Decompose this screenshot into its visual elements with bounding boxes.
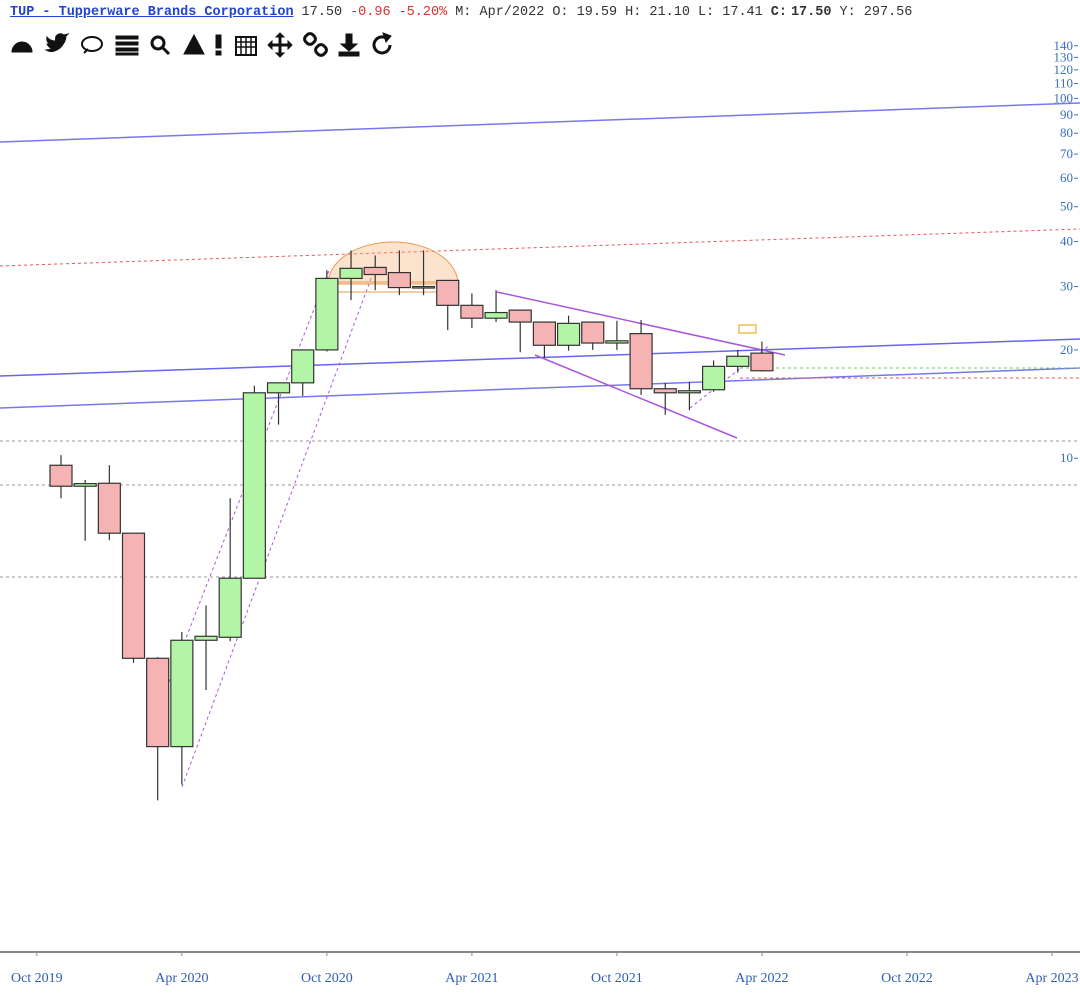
trendline — [0, 102, 1080, 143]
triangle-icon[interactable] — [183, 33, 205, 55]
candle-body — [121, 532, 146, 659]
calendar-icon[interactable] — [235, 36, 257, 56]
period: M: Apr/2022 — [455, 5, 545, 20]
quote-header: TUP - Tupperware Brands Corporation 17.50… — [10, 5, 920, 20]
x-tick-label: Oct 2021 — [591, 971, 643, 986]
symbol-link[interactable]: TUP - Tupperware Brands Corporation — [10, 5, 294, 20]
marker-box — [738, 324, 757, 334]
candle-body — [218, 577, 242, 638]
x-tick-label: Oct 2020 — [301, 971, 353, 986]
list-icon[interactable] — [115, 35, 139, 56]
x-tick-label: Oct 2022 — [881, 971, 933, 986]
y-tick-label: 90 — [1060, 107, 1073, 122]
x-tick-label: Apr 2022 — [735, 971, 788, 986]
alert-icon[interactable] — [215, 34, 222, 56]
close: 17.50 — [790, 5, 832, 20]
channel-line — [181, 275, 373, 788]
candle-body — [363, 266, 387, 276]
candle-body — [411, 285, 436, 289]
candle-body — [73, 483, 97, 487]
candle-body — [532, 321, 557, 346]
candle-body — [315, 277, 339, 351]
trendline — [0, 228, 1080, 267]
y-tick-label: 60 — [1060, 170, 1073, 185]
wedge-line — [534, 354, 738, 439]
y-tick-label: 140 — [1054, 38, 1074, 53]
y-tick-label: 70 — [1060, 146, 1073, 161]
last-price: 17.50 — [301, 5, 343, 20]
close-label: C: — [770, 5, 787, 20]
candle-body — [677, 390, 702, 394]
open: O: 19.59 — [552, 5, 618, 20]
change-pct: -5.20% — [398, 5, 448, 20]
low: L: 17.41 — [697, 5, 763, 20]
candle-body — [653, 388, 677, 394]
toolbar — [11, 32, 392, 58]
candle-body — [146, 657, 170, 748]
y-tick-label: 20 — [1060, 342, 1073, 357]
high: H: 21.10 — [625, 5, 690, 20]
x-tick-label: Apr 2021 — [445, 971, 498, 986]
y-tick-label: 130 — [1054, 49, 1074, 64]
x-tick-label: Oct 2019 — [11, 971, 63, 986]
twitter-icon[interactable] — [44, 33, 70, 53]
candle-body — [266, 382, 291, 394]
y-tick-label: 80 — [1060, 125, 1073, 140]
y-tick-label: 50 — [1060, 199, 1073, 214]
candle-body — [726, 355, 750, 367]
candle-body — [242, 392, 266, 579]
candle-body — [291, 349, 315, 384]
y-tick-label: 120 — [1054, 62, 1074, 77]
y-tick-label: 10 — [1060, 450, 1073, 465]
dashboard-icon[interactable] — [11, 41, 33, 53]
candle-body — [170, 639, 194, 748]
refresh-icon[interactable] — [372, 32, 392, 55]
y-tick-label: 100 — [1054, 90, 1074, 105]
trendline — [0, 367, 1080, 409]
candle-body — [387, 271, 411, 289]
y-tick-label: 110 — [1054, 75, 1073, 90]
extra: Y: 297.56 — [839, 5, 913, 20]
candle-body — [436, 279, 460, 306]
change: -0.96 — [350, 5, 391, 20]
candle-body — [49, 464, 73, 487]
candle-body — [339, 267, 363, 280]
comment-icon[interactable] — [81, 36, 103, 54]
candle-body — [194, 635, 218, 641]
candle-body — [581, 321, 605, 344]
search-icon[interactable] — [150, 35, 171, 56]
download-icon[interactable] — [338, 33, 360, 57]
candle-body — [484, 311, 508, 319]
candle-body — [556, 322, 581, 346]
candle-body — [508, 309, 532, 323]
move-icon[interactable] — [267, 32, 293, 58]
x-tick-label: Apr 2023 — [1025, 971, 1078, 986]
channel-line — [157, 267, 331, 711]
candle-body — [750, 352, 774, 372]
candle-body — [460, 304, 484, 319]
y-tick-label: 30 — [1060, 279, 1073, 294]
candle-body — [97, 482, 121, 534]
candle-body — [605, 340, 629, 344]
x-tick-label: Apr 2020 — [155, 971, 208, 986]
y-tick-label: 40 — [1060, 234, 1073, 249]
link-icon[interactable] — [303, 32, 328, 57]
candle-body — [629, 332, 653, 390]
candle-body — [701, 365, 726, 391]
